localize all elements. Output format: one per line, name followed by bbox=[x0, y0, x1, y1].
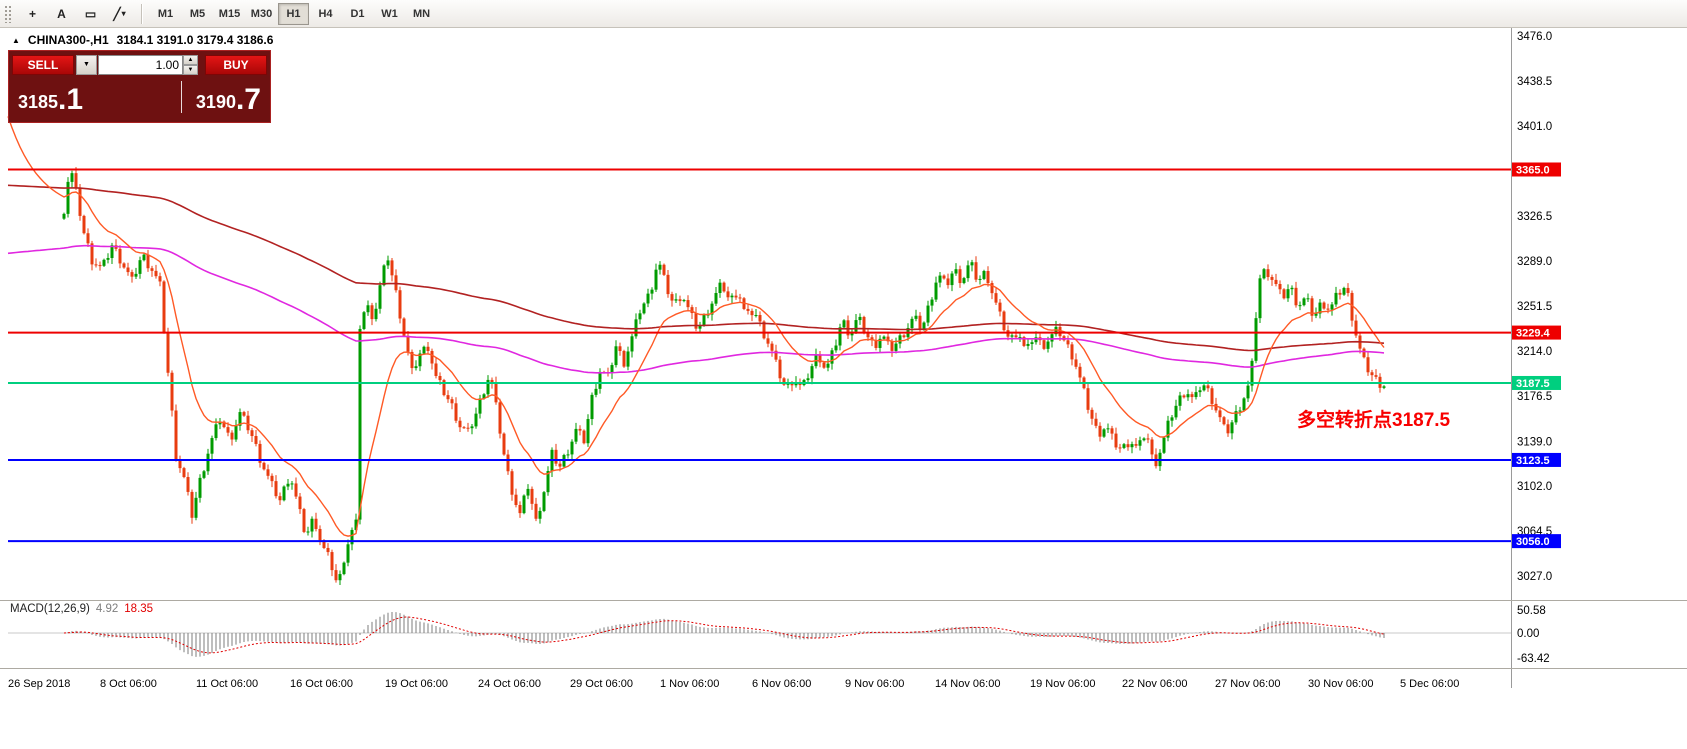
timeframe-button-mn[interactable]: MN bbox=[406, 3, 437, 25]
price-chart-canvas[interactable]: 3476.0 3438.5 3401.0 3326.5 3289.0 3251.5 3214… bbox=[0, 28, 1687, 749]
toolbar-separator bbox=[141, 3, 142, 24]
price-tick-label: 3438.5 bbox=[1517, 76, 1552, 88]
lot-increase-button[interactable]: ▲ bbox=[183, 54, 198, 65]
time-axis-label: 19 Oct 06:00 bbox=[385, 678, 448, 690]
price-tick-label: 3476.0 bbox=[1517, 31, 1552, 43]
time-axis-label: 19 Nov 06:00 bbox=[1030, 678, 1095, 690]
macd-main-value: 4.92 bbox=[95, 603, 119, 615]
price-tick-label: 3401.0 bbox=[1517, 121, 1552, 133]
text-frame-tool-button[interactable]: ▭ bbox=[77, 3, 104, 25]
time-axis-label: 27 Nov 06:00 bbox=[1215, 678, 1280, 690]
time-axis-label: 22 Nov 06:00 bbox=[1122, 678, 1187, 690]
ma-mid-line bbox=[7, 244, 1385, 374]
draw-tools-dropdown-icon: ╱ bbox=[113, 6, 121, 21]
price-tick-label: 3139.0 bbox=[1517, 436, 1552, 448]
lot-size-input[interactable] bbox=[98, 54, 183, 75]
price-level-badge: 3365.0 bbox=[1512, 162, 1561, 177]
time-axis-label: 9 Nov 06:00 bbox=[845, 678, 904, 690]
price-tick-label: 3214.0 bbox=[1517, 346, 1552, 358]
price-level-badge: 3187.5 bbox=[1512, 375, 1561, 390]
price-level-badge: 3229.4 bbox=[1512, 325, 1561, 340]
price-tick-label: 3289.0 bbox=[1517, 256, 1552, 268]
time-axis-label: 5 Dec 06:00 bbox=[1400, 678, 1459, 690]
svg-text:3123.5: 3123.5 bbox=[1516, 455, 1550, 467]
svg-text:3229.4: 3229.4 bbox=[1516, 328, 1551, 340]
drawing-tools-group: + A ▭ ╱ ▾ bbox=[19, 3, 133, 25]
time-axis-label: 6 Nov 06:00 bbox=[752, 678, 811, 690]
text-frame-tool-icon: ▭ bbox=[84, 6, 97, 21]
one-click-trading-panel: SELL ▼ ▲ ▼ BUY 3185.1 bbox=[8, 50, 271, 123]
buy-button[interactable]: BUY bbox=[205, 54, 267, 75]
price-tick-label: 3102.0 bbox=[1517, 481, 1552, 493]
draw-tools-dropdown-button[interactable]: ╱ ▾ bbox=[106, 3, 133, 25]
price-tick-label: 3326.5 bbox=[1517, 211, 1552, 223]
caret-up-icon: ▲ bbox=[187, 56, 194, 63]
crosshair-tool-icon: + bbox=[28, 6, 36, 21]
macd-indicator-label: MACD(12,26,9) 4.92 18.35 bbox=[10, 603, 153, 615]
chart-symbol-period: CHINA300-,H1 bbox=[27, 33, 109, 47]
sell-button[interactable]: SELL bbox=[12, 54, 74, 75]
timeframe-button-w1[interactable]: W1 bbox=[374, 3, 405, 25]
time-axis-label: 16 Oct 06:00 bbox=[290, 678, 353, 690]
collapse-triangle-icon[interactable]: ▲ bbox=[12, 35, 20, 45]
lot-dropdown-button[interactable]: ▼ bbox=[76, 54, 97, 75]
svg-text:3056.0: 3056.0 bbox=[1516, 536, 1550, 548]
lot-decrease-button[interactable]: ▼ bbox=[183, 64, 198, 75]
price-level-badge: 3056.0 bbox=[1512, 534, 1561, 549]
timeframe-group: M1 M5 M15 M30 H1 H4 D1 W1 MN bbox=[150, 2, 437, 25]
time-axis-label: 11 Oct 06:00 bbox=[196, 678, 258, 690]
timeframe-button-m30[interactable]: M30 bbox=[246, 3, 277, 25]
time-axis-label: 29 Oct 06:00 bbox=[570, 678, 633, 690]
timeframe-button-m1[interactable]: M1 bbox=[150, 3, 181, 25]
text-label-tool-button[interactable]: A bbox=[48, 3, 75, 25]
time-axis-label: 30 Nov 06:00 bbox=[1308, 678, 1373, 690]
caret-down-icon: ▼ bbox=[83, 61, 90, 68]
time-axis-label: 26 Sep 2018 bbox=[8, 678, 70, 690]
timeframe-button-m15[interactable]: M15 bbox=[214, 3, 245, 25]
timeframe-button-h4[interactable]: H4 bbox=[310, 3, 341, 25]
time-axis-label: 14 Nov 06:00 bbox=[935, 678, 1000, 690]
chart-title: ▲ CHINA300-,H1 3184.1 3191.0 3179.4 3186… bbox=[12, 33, 273, 47]
macd-axis-label: 0.00 bbox=[1517, 628, 1539, 640]
chart-ohlc-values: 3184.1 3191.0 3179.4 3186.6 bbox=[116, 33, 274, 47]
candlesticks bbox=[62, 167, 1386, 586]
macd-name: MACD(12,26,9) bbox=[10, 603, 90, 615]
ma-slow-line bbox=[7, 184, 1385, 352]
price-divider bbox=[180, 81, 182, 113]
caret-down-icon: ▼ bbox=[187, 66, 194, 73]
timeframe-button-m5[interactable]: M5 bbox=[182, 3, 213, 25]
trend-annotation-text[interactable]: 多空转折点3187.5 bbox=[1297, 410, 1451, 431]
price-level-badge: 3123.5 bbox=[1512, 452, 1561, 467]
price-tick-label: 3176.5 bbox=[1517, 391, 1552, 403]
toolbar: + A ▭ ╱ ▾ M1 M5 M15 M30 H1 H4 D1 W1 MN bbox=[0, 0, 1687, 28]
macd-signal-value: 18.35 bbox=[124, 603, 154, 615]
chart-area: 3476.0 3438.5 3401.0 3326.5 3289.0 3251.5 3214… bbox=[0, 28, 1687, 749]
macd-signal-line bbox=[63, 616, 1385, 654]
crosshair-tool-button[interactable]: + bbox=[19, 3, 46, 25]
timeframe-button-h1[interactable]: H1 bbox=[278, 2, 309, 25]
time-axis-label: 8 Oct 06:00 bbox=[100, 678, 157, 690]
macd-axis-label: 50.58 bbox=[1517, 605, 1546, 617]
svg-text:3365.0: 3365.0 bbox=[1516, 164, 1550, 176]
time-axis-label: 1 Nov 06:00 bbox=[660, 678, 719, 690]
sell-price[interactable]: 3185.1 bbox=[18, 83, 84, 116]
buy-price[interactable]: 3190.7 bbox=[195, 83, 261, 116]
price-tick-label: 3251.5 bbox=[1517, 301, 1552, 313]
toolbar-grip[interactable] bbox=[4, 4, 13, 23]
time-axis-label: 24 Oct 06:00 bbox=[478, 678, 541, 690]
svg-text:3187.5: 3187.5 bbox=[1516, 378, 1550, 390]
macd-histogram bbox=[67, 611, 1385, 657]
ma-fast-line bbox=[7, 116, 1385, 537]
dropdown-caret-icon: ▾ bbox=[121, 9, 126, 18]
text-label-tool-icon: A bbox=[57, 6, 66, 21]
macd-axis-label: -63.42 bbox=[1517, 653, 1550, 665]
price-tick-label: 3027.0 bbox=[1517, 571, 1552, 583]
timeframe-button-d1[interactable]: D1 bbox=[342, 3, 373, 25]
